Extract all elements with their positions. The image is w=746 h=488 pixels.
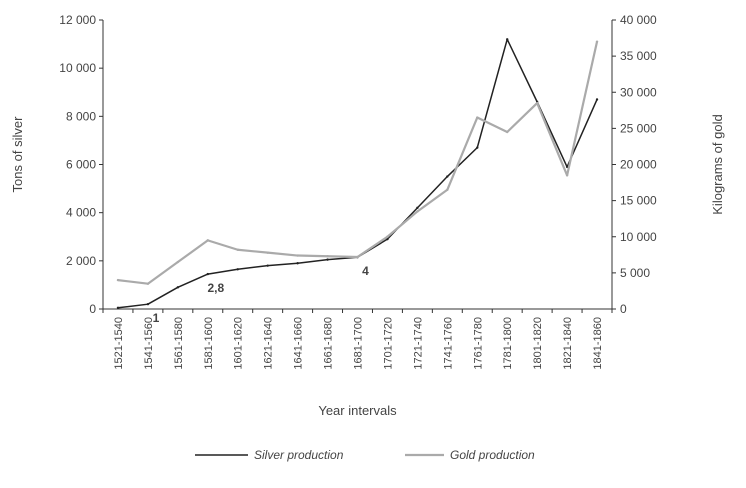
left-y-tick-label: 10 000 <box>59 61 96 75</box>
right-y-tick-label: 35 000 <box>620 49 657 63</box>
x-tick-label: 1541-1560 <box>143 317 155 370</box>
data-point-silver <box>266 264 269 267</box>
data-point-gold <box>386 235 389 238</box>
data-point-gold <box>595 40 599 43</box>
x-tick-label: 1601-1620 <box>233 317 245 370</box>
left-y-tick-label: 4 000 <box>66 206 96 220</box>
data-point-gold <box>476 116 479 119</box>
left-y-tick-label: 0 <box>89 302 96 316</box>
ticks-group: 0 2 000 4 000 6 000 8 000 10 000 12 000 0 5 000 1… <box>59 13 657 370</box>
x-tick-label: 1841-1860 <box>592 317 604 370</box>
data-point-gold <box>236 248 239 251</box>
left-y-tick-label: 12 000 <box>59 13 96 27</box>
axes-group <box>102 20 613 310</box>
data-point-silver <box>206 272 209 276</box>
data-point-silver <box>386 237 389 241</box>
data-point-silver <box>326 258 329 261</box>
data-point-gold <box>535 101 539 105</box>
data-point-gold <box>116 278 120 282</box>
x-tick-label: 1721-1740 <box>412 317 424 370</box>
x-tick-label: 1581-1600 <box>203 317 215 370</box>
right-y-tick-label: 5 000 <box>620 266 650 280</box>
x-tick-label: 1801-1820 <box>532 317 544 370</box>
left-y-tick-label: 8 000 <box>66 109 96 123</box>
data-point-gold <box>296 254 299 257</box>
x-tick-label: 1621-1640 <box>263 317 275 370</box>
data-annotation: 2,8 <box>207 281 224 295</box>
data-point-gold <box>506 130 509 134</box>
x-tick-label: 1821-1840 <box>562 317 574 370</box>
x-tick-label: 1641-1660 <box>293 317 305 370</box>
right-y-axis-label: Kilograms of gold <box>710 114 725 214</box>
data-point-silver <box>446 175 449 178</box>
left-y-tick-label: 6 000 <box>66 158 96 172</box>
x-tick-label: 1681-1700 <box>353 317 365 370</box>
right-y-tick-label: 0 <box>620 302 627 316</box>
data-point-gold <box>565 174 569 177</box>
legend-label-silver: Silver production <box>254 448 344 462</box>
data-point-gold <box>176 260 180 264</box>
x-axis-label: Year intervals <box>318 403 397 418</box>
right-y-tick-label: 40 000 <box>620 13 657 27</box>
x-tick-label: 1561-1580 <box>173 317 185 370</box>
data-point-silver <box>116 306 120 309</box>
x-tick-label: 1761-1780 <box>472 317 484 370</box>
right-y-tick-label: 30 000 <box>620 85 657 99</box>
right-y-tick-label: 25 000 <box>620 121 657 135</box>
data-point-gold <box>446 188 449 191</box>
data-point-silver <box>146 302 150 306</box>
data-point-gold <box>206 239 209 242</box>
series-line-silver <box>117 38 598 309</box>
right-y-tick-label: 20 000 <box>620 158 657 172</box>
left-y-axis-label: Tons of silver <box>10 116 25 193</box>
data-point-silver <box>565 165 569 169</box>
x-tick-label: 1701-1720 <box>382 317 394 370</box>
right-y-tick-label: 15 000 <box>620 194 657 208</box>
x-tick-label: 1781-1800 <box>502 317 514 370</box>
data-point-gold <box>416 210 419 213</box>
data-point-gold <box>356 255 359 259</box>
data-point-silver <box>416 206 419 210</box>
annotations-group: 12,84 <box>153 264 370 325</box>
data-point-gold <box>266 251 269 254</box>
right-y-tick-label: 10 000 <box>620 230 657 244</box>
data-point-silver <box>296 262 299 265</box>
legend: Silver production Gold production <box>195 448 535 462</box>
data-point-silver <box>595 98 599 101</box>
data-point-silver <box>236 268 239 271</box>
data-annotation: 4 <box>362 264 369 278</box>
x-tick-label: 1741-1760 <box>442 317 454 370</box>
x-tick-label: 1661-1680 <box>323 317 335 370</box>
series-group <box>116 38 599 309</box>
left-y-tick-label: 2 000 <box>66 254 96 268</box>
legend-label-gold: Gold production <box>450 448 535 462</box>
data-point-silver <box>506 38 509 41</box>
data-point-gold <box>326 255 329 258</box>
data-point-gold <box>146 282 150 285</box>
data-point-silver <box>476 146 479 149</box>
data-annotation: 1 <box>153 311 160 325</box>
data-point-silver <box>176 286 180 289</box>
axis-labels-group: Year intervals Tons of silver Kilograms of… <box>10 114 725 418</box>
x-tick-label: 1521-1540 <box>113 317 125 370</box>
